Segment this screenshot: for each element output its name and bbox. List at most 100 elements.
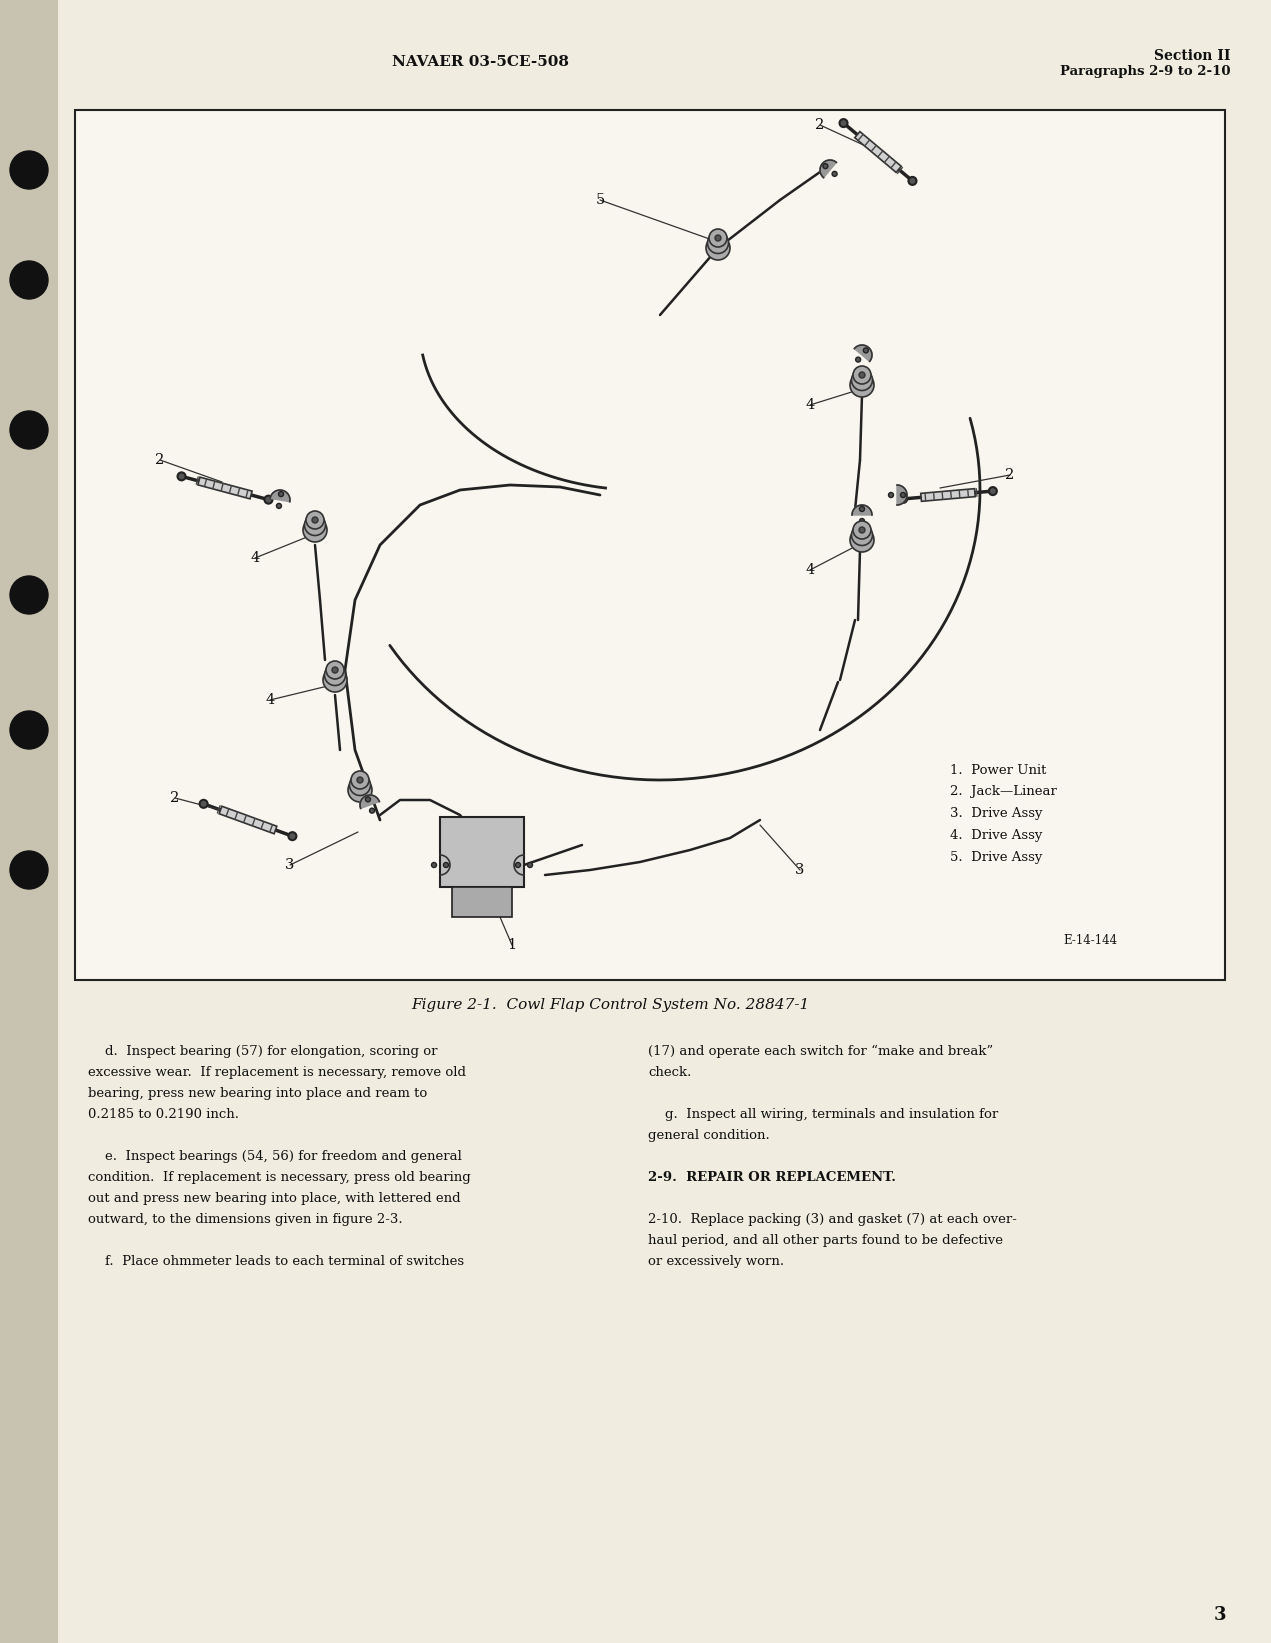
Circle shape [366, 797, 370, 802]
Circle shape [264, 496, 272, 504]
Text: 4: 4 [806, 564, 815, 577]
Circle shape [311, 518, 318, 522]
Circle shape [289, 831, 296, 840]
Circle shape [822, 164, 827, 169]
Text: 4: 4 [806, 398, 815, 412]
Text: 2.  Jack—Linear: 2. Jack—Linear [949, 785, 1057, 798]
Circle shape [200, 800, 207, 808]
Text: g.  Inspect all wiring, terminals and insulation for: g. Inspect all wiring, terminals and ins… [648, 1107, 998, 1121]
Bar [452, 887, 512, 917]
Text: 3: 3 [285, 858, 295, 872]
Circle shape [900, 493, 905, 498]
Circle shape [863, 348, 868, 353]
Circle shape [277, 503, 281, 508]
Circle shape [348, 779, 372, 802]
Circle shape [850, 373, 874, 398]
Polygon shape [198, 476, 252, 499]
Text: outward, to the dimensions given in figure 2-3.: outward, to the dimensions given in figu… [88, 1213, 403, 1226]
Circle shape [859, 527, 866, 532]
Text: 3: 3 [1214, 1605, 1227, 1623]
Text: excessive wear.  If replacement is necessary, remove old: excessive wear. If replacement is necess… [88, 1066, 466, 1079]
Text: out and press new bearing into place, with lettered end: out and press new bearing into place, wi… [88, 1193, 460, 1204]
Circle shape [833, 171, 838, 176]
Polygon shape [897, 485, 907, 504]
Circle shape [10, 151, 48, 189]
Circle shape [709, 228, 727, 246]
Circle shape [859, 519, 864, 524]
Circle shape [909, 177, 916, 186]
Circle shape [323, 669, 347, 692]
Polygon shape [219, 807, 277, 833]
Polygon shape [513, 854, 524, 876]
Circle shape [855, 357, 860, 361]
Text: 4: 4 [266, 693, 275, 706]
Text: d.  Inspect bearing (57) for elongation, scoring or: d. Inspect bearing (57) for elongation, … [88, 1045, 437, 1058]
Circle shape [705, 237, 730, 260]
Text: 3: 3 [796, 863, 805, 877]
Circle shape [10, 711, 48, 749]
Text: haul period, and all other parts found to be defective: haul period, and all other parts found t… [648, 1234, 1003, 1247]
Text: 3.  Drive Assy: 3. Drive Assy [949, 807, 1042, 820]
Circle shape [10, 577, 48, 614]
Text: 1.  Power Unit: 1. Power Unit [949, 764, 1046, 777]
Circle shape [350, 774, 371, 795]
Polygon shape [854, 345, 872, 361]
Text: 5.  Drive Assy: 5. Drive Assy [949, 851, 1042, 864]
Text: condition.  If replacement is necessary, press old bearing: condition. If replacement is necessary, … [88, 1171, 470, 1185]
Circle shape [708, 233, 728, 253]
Polygon shape [271, 490, 290, 501]
Circle shape [305, 514, 325, 536]
Text: 4: 4 [250, 550, 259, 565]
Text: 5: 5 [595, 192, 605, 207]
Polygon shape [360, 795, 380, 808]
Polygon shape [920, 488, 975, 501]
Circle shape [852, 370, 872, 391]
Circle shape [840, 118, 848, 127]
Circle shape [357, 777, 364, 784]
Text: 2-10.  Replace packing (3) and gasket (7) at each over-: 2-10. Replace packing (3) and gasket (7)… [648, 1213, 1017, 1226]
Text: 1: 1 [507, 938, 516, 951]
Circle shape [859, 371, 866, 378]
Bar [75, 110, 1225, 979]
Circle shape [332, 667, 338, 674]
Text: 4.  Drive Assy: 4. Drive Assy [949, 830, 1042, 843]
Circle shape [302, 518, 327, 542]
Circle shape [859, 506, 864, 511]
Text: 2: 2 [155, 453, 165, 467]
Text: 0.2185 to 0.2190 inch.: 0.2185 to 0.2190 inch. [88, 1107, 239, 1121]
Text: e.  Inspect bearings (54, 56) for freedom and general: e. Inspect bearings (54, 56) for freedom… [88, 1150, 461, 1163]
Text: NAVAER 03-5CE-508: NAVAER 03-5CE-508 [391, 54, 568, 69]
Text: check.: check. [648, 1066, 691, 1079]
Text: Figure 2-1.  Cowl Flap Control System No. 28847-1: Figure 2-1. Cowl Flap Control System No.… [411, 997, 810, 1012]
Polygon shape [854, 131, 901, 173]
Polygon shape [852, 504, 872, 514]
Circle shape [324, 664, 346, 685]
Circle shape [850, 527, 874, 552]
Circle shape [10, 851, 48, 889]
Circle shape [853, 521, 871, 539]
Circle shape [852, 524, 872, 545]
Text: 2: 2 [816, 118, 825, 131]
Circle shape [431, 863, 436, 868]
Circle shape [853, 366, 871, 384]
Polygon shape [820, 159, 836, 177]
Circle shape [178, 472, 186, 480]
Text: 2: 2 [170, 790, 179, 805]
Text: bearing, press new bearing into place and ream to: bearing, press new bearing into place an… [88, 1088, 427, 1101]
Text: general condition.: general condition. [648, 1129, 770, 1142]
Text: or excessively worn.: or excessively worn. [648, 1255, 784, 1268]
Circle shape [325, 660, 344, 679]
Text: f.  Place ohmmeter leads to each terminal of switches: f. Place ohmmeter leads to each terminal… [88, 1255, 464, 1268]
Circle shape [306, 511, 324, 529]
Circle shape [516, 863, 521, 868]
Polygon shape [440, 854, 450, 876]
Text: Paragraphs 2-9 to 2-10: Paragraphs 2-9 to 2-10 [1060, 66, 1230, 79]
Bar [440, 817, 524, 887]
Text: (17) and operate each switch for “make and break”: (17) and operate each switch for “make a… [648, 1045, 993, 1058]
Circle shape [716, 235, 721, 242]
Circle shape [10, 261, 48, 299]
Circle shape [351, 771, 369, 789]
Circle shape [10, 411, 48, 449]
Text: 2-9.  REPAIR OR REPLACEMENT.: 2-9. REPAIR OR REPLACEMENT. [648, 1171, 896, 1185]
Bar [0, 0, 58, 1643]
